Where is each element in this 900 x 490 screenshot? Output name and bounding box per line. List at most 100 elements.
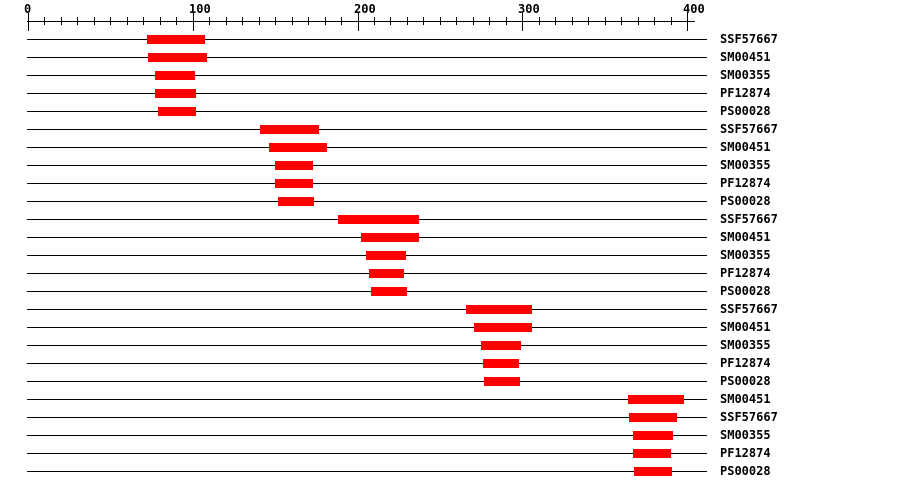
ruler-minor-tick [275, 17, 276, 25]
track-label: PF12874 [720, 176, 771, 190]
track-line [27, 399, 707, 400]
ruler-major-tick [522, 13, 523, 31]
ruler-minor-tick [77, 17, 78, 25]
domain-bar [338, 215, 419, 224]
ruler-minor-tick [242, 17, 243, 25]
track-line [27, 291, 707, 292]
ruler-minor-tick [440, 17, 441, 25]
ruler-minor-tick [473, 17, 474, 25]
ruler-tick-label: 100 [189, 2, 211, 16]
track-label: SSF57667 [720, 410, 778, 424]
track-line [27, 309, 707, 310]
domain-bar [628, 395, 684, 404]
track-label: SM00451 [720, 392, 771, 406]
ruler-axis-line [27, 21, 695, 22]
track-line [27, 471, 707, 472]
ruler-minor-tick [555, 17, 556, 25]
ruler-minor-tick [308, 17, 309, 25]
track-label: SSF57667 [720, 302, 778, 316]
ruler-minor-tick [671, 17, 672, 25]
ruler-minor-tick [407, 17, 408, 25]
ruler-major-tick [28, 13, 29, 31]
ruler-minor-tick [44, 17, 45, 25]
track-line [27, 93, 707, 94]
track-label: SM00355 [720, 158, 771, 172]
track-label: SSF57667 [720, 122, 778, 136]
domain-bar [484, 377, 520, 386]
track-line [27, 327, 707, 328]
ruler-minor-tick [292, 17, 293, 25]
track-label: SM00355 [720, 248, 771, 262]
domain-bar [148, 53, 207, 62]
ruler-minor-tick [143, 17, 144, 25]
track-line [27, 75, 707, 76]
domain-bar [260, 125, 319, 134]
track-label: SM00355 [720, 338, 771, 352]
track-label: SM00451 [720, 140, 771, 154]
track-line [27, 183, 707, 184]
domain-bar [155, 71, 195, 80]
ruler-major-tick [193, 13, 194, 31]
domain-bar [633, 449, 671, 458]
track-line [27, 381, 707, 382]
domain-bar [483, 359, 519, 368]
track-label: PS00028 [720, 194, 771, 208]
ruler-tick-label: 300 [518, 2, 540, 16]
domain-bar [474, 323, 532, 332]
domain-bar [371, 287, 407, 296]
track-label: PS00028 [720, 104, 771, 118]
track-label: PF12874 [720, 86, 771, 100]
domain-bar [361, 233, 419, 242]
track-label: PF12874 [720, 356, 771, 370]
ruler-minor-tick [259, 17, 260, 25]
ruler-minor-tick [506, 17, 507, 25]
ruler-minor-tick [539, 17, 540, 25]
ruler-minor-tick [654, 17, 655, 25]
ruler-minor-tick [94, 17, 95, 25]
ruler-tick-label: 200 [354, 2, 376, 16]
ruler-major-tick [687, 13, 688, 31]
domain-bar [366, 251, 406, 260]
track-line [27, 345, 707, 346]
ruler-tick-label: 400 [683, 2, 705, 16]
domain-bar [275, 161, 313, 170]
track-label: PS00028 [720, 464, 771, 478]
track-line [27, 129, 707, 130]
ruler-minor-tick [325, 17, 326, 25]
track-label: SM00451 [720, 50, 771, 64]
ruler-minor-tick [341, 17, 342, 25]
track-label: SSF57667 [720, 212, 778, 226]
track-line [27, 39, 707, 40]
track-label: PF12874 [720, 446, 771, 460]
ruler-minor-tick [390, 17, 391, 25]
track-line [27, 57, 707, 58]
track-label: SSF57667 [720, 32, 778, 46]
track-label: SM00355 [720, 428, 771, 442]
track-line [27, 147, 707, 148]
track-label: SM00451 [720, 230, 771, 244]
track-line [27, 201, 707, 202]
ruler-minor-tick [127, 17, 128, 25]
domain-bar [158, 107, 196, 116]
track-line [27, 165, 707, 166]
domain-bar [481, 341, 521, 350]
track-label: PF12874 [720, 266, 771, 280]
track-label: PS00028 [720, 374, 771, 388]
track-label: SM00451 [720, 320, 771, 334]
ruler-minor-tick [61, 17, 62, 25]
ruler-minor-tick [110, 17, 111, 25]
ruler-minor-tick [456, 17, 457, 25]
domain-bar [269, 143, 327, 152]
domain-bar [275, 179, 313, 188]
domain-bar [629, 413, 677, 422]
track-label: SM00355 [720, 68, 771, 82]
ruler-minor-tick [423, 17, 424, 25]
ruler-tick-label: 0 [24, 2, 32, 16]
domain-bar [278, 197, 314, 206]
track-line [27, 111, 707, 112]
domain-bar [369, 269, 404, 278]
track-line [27, 363, 707, 364]
ruler-minor-tick [605, 17, 606, 25]
ruler-minor-tick [572, 17, 573, 25]
